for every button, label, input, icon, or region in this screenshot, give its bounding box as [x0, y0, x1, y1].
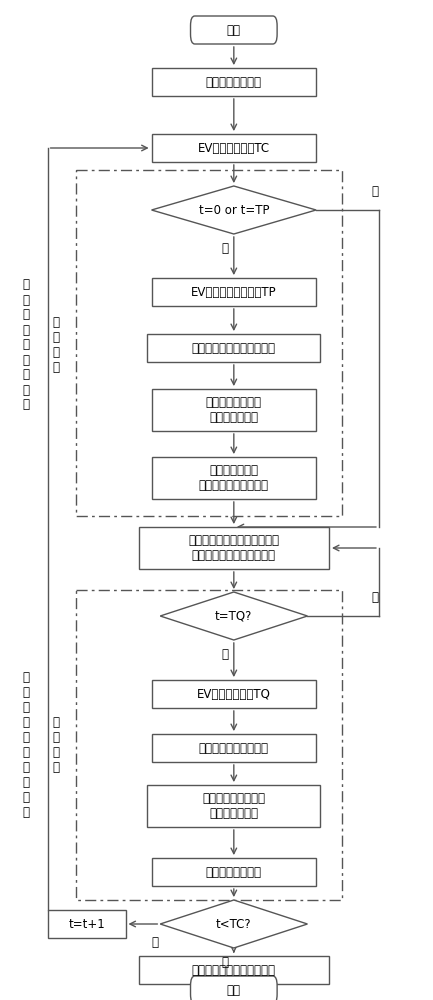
Text: 有功无功混合调节效果分析: 有功无功混合调节效果分析	[192, 964, 276, 976]
Bar	[152, 680, 316, 708]
Text: 电
动
汽
车
有
功
率
调
节: 电 动 汽 车 有 功 率 调 节	[23, 278, 29, 412]
Bar	[76, 590, 342, 900]
Text: 电动汽车并网模型: 电动汽车并网模型	[206, 76, 262, 89]
Bar	[48, 910, 126, 938]
Text: 否: 否	[371, 591, 378, 604]
Bar	[147, 334, 320, 362]
Text: 否: 否	[371, 185, 378, 198]
Bar	[76, 170, 342, 516]
Bar	[139, 527, 329, 569]
Text: t=TQ?: t=TQ?	[215, 609, 252, 622]
Bar	[152, 68, 316, 96]
Polygon shape	[152, 186, 316, 234]
Text: 电
动
汽
车
无
功
功
率
调
节: 电 动 汽 车 无 功 功 率 调 节	[23, 671, 29, 819]
Text: EV充电功率优化时段TP: EV充电功率优化时段TP	[191, 286, 277, 298]
Bar	[152, 134, 316, 162]
Polygon shape	[160, 900, 307, 948]
Text: 结束: 结束	[227, 984, 241, 996]
Bar	[152, 734, 316, 762]
Bar	[152, 457, 316, 499]
Bar	[139, 956, 329, 984]
Text: t=0 or t=TP: t=0 or t=TP	[199, 204, 269, 217]
FancyBboxPatch shape	[191, 976, 277, 1000]
Text: 电动汽车实时无功调节: 电动汽车实时无功调节	[199, 742, 269, 754]
Text: EV无功调节时段TQ: EV无功调节时段TQ	[197, 688, 271, 700]
Text: 电动汽车充电能量优化调度: 电动汽车充电能量优化调度	[192, 342, 276, 355]
Bar	[147, 785, 320, 827]
Text: 是: 是	[222, 242, 229, 255]
Text: 开始: 开始	[227, 23, 241, 36]
Text: 求解电动汽车集群
充电功率目标值: 求解电动汽车集群 充电功率目标值	[206, 396, 262, 424]
Text: 电网运行状况分析: 电网运行状况分析	[206, 865, 262, 879]
Bar	[152, 389, 316, 431]
Text: 是: 是	[222, 648, 229, 661]
Text: 第
二
阶
段: 第 二 阶 段	[52, 716, 59, 774]
Text: EV功率控制时段TC: EV功率控制时段TC	[198, 141, 270, 154]
Bar	[152, 278, 316, 306]
Text: 目标值跟踪算法
获得电动汽车充电计划: 目标值跟踪算法 获得电动汽车充电计划	[199, 464, 269, 492]
Text: 获取有功无功耦合度运行约束
计算电动汽车无功调节范围: 获取有功无功耦合度运行约束 计算电动汽车无功调节范围	[188, 534, 279, 562]
FancyBboxPatch shape	[191, 16, 277, 44]
Text: 否: 否	[222, 956, 229, 969]
Text: 求解电动汽车集群该
时段无功调节量: 求解电动汽车集群该 时段无功调节量	[202, 792, 265, 820]
Bar	[152, 858, 316, 886]
Text: 第
一
阶
段: 第 一 阶 段	[52, 316, 59, 374]
Polygon shape	[160, 592, 307, 640]
Text: t=t+1: t=t+1	[68, 918, 105, 930]
Text: t<TC?: t<TC?	[216, 918, 252, 930]
Text: 是: 是	[151, 936, 158, 949]
